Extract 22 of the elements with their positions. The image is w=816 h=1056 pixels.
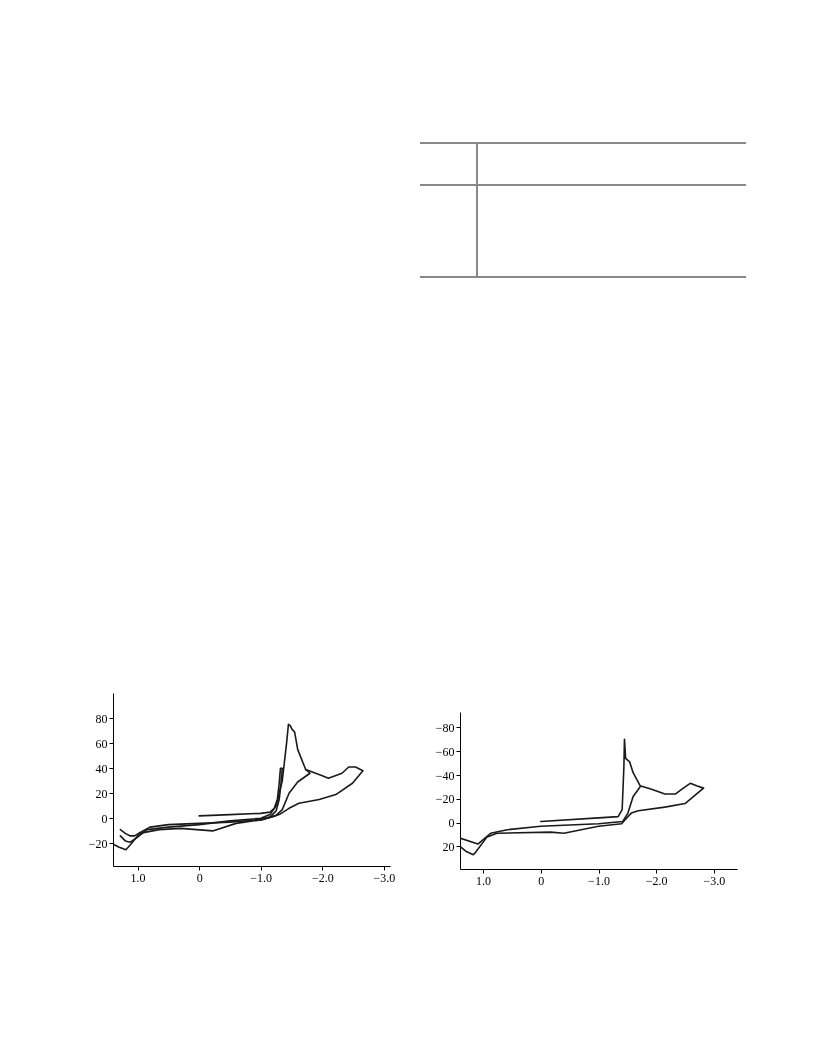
x-tick-label: 0 — [196, 870, 203, 885]
x-tick-label: 0 — [538, 873, 545, 888]
y-tick-label: −60 — [435, 744, 455, 759]
y-tick-label: 20 — [442, 839, 455, 854]
y-tick-label: 20 — [95, 786, 108, 801]
x-tick-label: 1.0 — [476, 873, 492, 888]
y-tick-label: 40 — [95, 761, 108, 776]
x-tick-label: 1.0 — [130, 870, 146, 885]
y-tick-label: 60 — [95, 736, 108, 751]
y-tick-label: −80 — [435, 720, 455, 735]
y-tick-label: −20 — [88, 836, 108, 851]
x-tick-label: −2.0 — [311, 870, 334, 885]
y-tick-label: −20 — [435, 792, 455, 807]
y-tick-label: 0 — [101, 811, 108, 826]
x-tick-label: −1.0 — [588, 873, 610, 888]
x-tick-label: −3.0 — [703, 873, 726, 888]
y-tick-label: 80 — [95, 711, 108, 726]
x-tick-label: −2.0 — [645, 873, 668, 888]
x-tick-label: −3.0 — [373, 870, 396, 885]
y-tick-label: −40 — [435, 768, 455, 783]
x-tick-label: −1.0 — [250, 870, 273, 885]
y-tick-label: 0 — [448, 816, 455, 831]
